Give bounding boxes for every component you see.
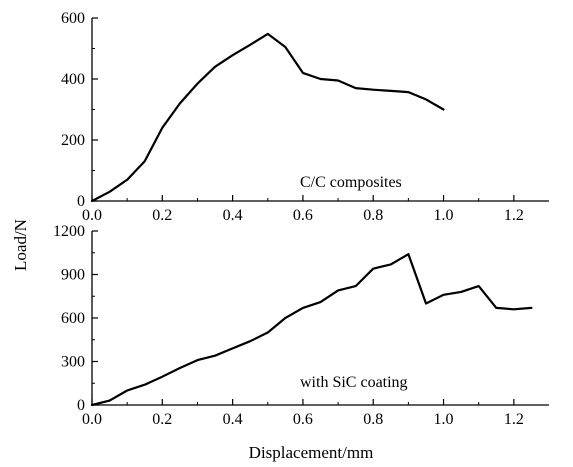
y-tick-label: 900 [61, 267, 85, 284]
x-axis-title: Displacement/mm [249, 443, 374, 462]
panel-annotation: C/C composites [300, 174, 402, 191]
panel-annotation: with SiC coating [300, 374, 408, 391]
x-tick-label: 0.8 [363, 207, 383, 224]
x-tick-label: 0.4 [223, 411, 243, 428]
x-tick-label: 0.2 [152, 207, 172, 224]
chart-panel-cc-composites: 0.0 0.2 0.4 0.6 0.8 1.0 1.2 0 200 400 600 C/C compo… [61, 10, 549, 224]
x-tick-label: 1.0 [434, 411, 454, 428]
x-tick-label: 1.0 [434, 207, 454, 224]
x-tick-label: 0.6 [293, 411, 313, 428]
y-tick-label: 300 [61, 354, 85, 371]
x-tick-label: 1.2 [504, 207, 524, 224]
y-axis-title: Load/N [11, 219, 30, 271]
series-line [90, 32, 445, 203]
y-tick-label: 400 [61, 71, 85, 88]
y-tick-label: 600 [61, 310, 85, 327]
x-tick-label: 1.2 [504, 411, 524, 428]
y-tick-label: 0 [77, 193, 85, 210]
x-tick-label: 0.6 [293, 207, 313, 224]
y-tick-label: 0 [77, 397, 85, 414]
y-tick-label: 600 [61, 10, 85, 27]
x-tick-label: 0.8 [363, 411, 383, 428]
x-tick-label: 0.0 [82, 411, 102, 428]
x-tick-label: 0.4 [223, 207, 243, 224]
x-tick-label: 0.2 [152, 411, 172, 428]
x-tick-label: 0.0 [82, 207, 102, 224]
y-tick-label: 1200 [53, 223, 85, 240]
series-line [90, 253, 533, 407]
chart-panel-sic-coating: 0.0 0.2 0.4 0.6 0.8 1.0 1.2 0 300 600 900 1200 with … [53, 223, 549, 428]
y-tick-label: 200 [61, 132, 85, 149]
